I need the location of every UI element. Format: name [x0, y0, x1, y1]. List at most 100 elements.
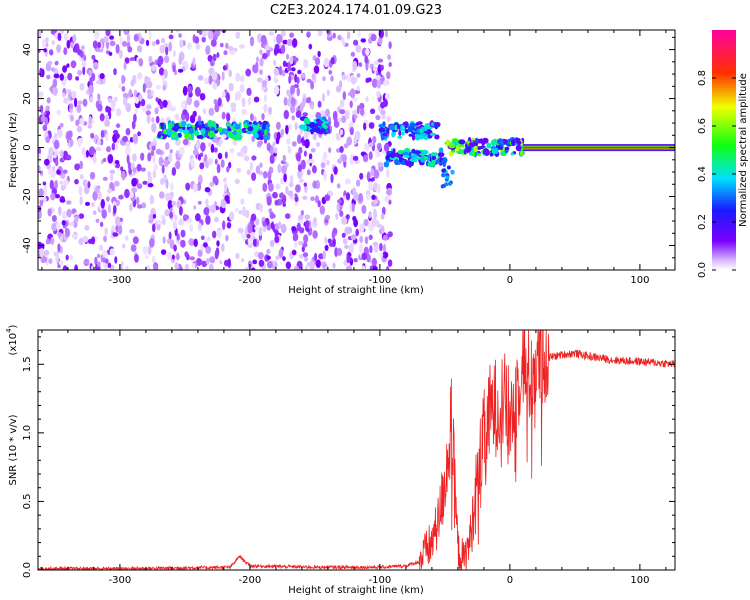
noise-speckle	[274, 43, 280, 52]
noise-speckle	[54, 132, 58, 139]
noise-speckle	[224, 195, 230, 202]
noise-speckle	[97, 191, 102, 201]
noise-speckle	[45, 238, 50, 245]
noise-speckle	[386, 115, 391, 123]
noise-speckle	[359, 243, 363, 253]
noise-speckle	[273, 85, 280, 96]
noise-speckle	[50, 236, 55, 245]
noise-speckle	[89, 146, 95, 156]
noise-speckle	[376, 142, 382, 151]
noise-speckle	[255, 218, 260, 226]
noise-speckle	[152, 41, 156, 47]
noise-speckle	[227, 258, 231, 268]
noise-speckle	[140, 98, 146, 107]
noise-speckle	[259, 57, 264, 67]
noise-speckle	[269, 211, 275, 219]
noise-speckle	[130, 244, 137, 253]
noise-speckle	[77, 100, 83, 105]
noise-speckle	[160, 249, 167, 255]
band-blob	[382, 121, 386, 127]
noise-speckle	[292, 38, 298, 48]
noise-speckle	[303, 182, 307, 187]
noise-speckle	[359, 223, 365, 233]
noise-speckle	[342, 91, 346, 101]
noise-speckle	[341, 154, 348, 163]
noise-speckle	[88, 84, 94, 95]
noise-speckle	[132, 153, 137, 162]
noise-speckle	[160, 103, 164, 110]
noise-speckle	[124, 235, 129, 241]
noise-speckle	[377, 37, 383, 45]
band-blob	[386, 127, 390, 135]
noise-speckle	[265, 44, 270, 51]
noise-speckle	[384, 30, 388, 38]
noise-speckle	[92, 40, 98, 49]
noise-speckle	[67, 72, 73, 81]
noise-speckle	[244, 267, 249, 270]
noise-speckle	[178, 33, 182, 38]
noise-speckle	[212, 230, 217, 239]
noise-speckle	[371, 217, 377, 228]
noise-speckle	[155, 148, 162, 155]
noise-speckle	[137, 131, 142, 137]
noise-speckle	[150, 90, 155, 96]
noise-speckle	[70, 114, 74, 122]
noise-speckle	[380, 101, 386, 109]
noise-speckle	[50, 67, 56, 72]
noise-speckle	[50, 168, 56, 179]
noise-speckle	[339, 210, 344, 217]
noise-speckle	[216, 52, 220, 58]
noise-speckle	[288, 75, 292, 84]
noise-speckle	[62, 169, 68, 174]
noise-speckle	[286, 98, 292, 107]
noise-speckle	[297, 134, 302, 145]
snr-ylabel: SNR (10 * v/v)	[8, 414, 19, 485]
noise-speckle	[373, 244, 379, 253]
noise-speckle	[298, 214, 304, 221]
noise-speckle	[348, 244, 354, 254]
noise-speckle	[208, 263, 214, 270]
noise-speckle	[92, 190, 98, 201]
noise-speckle	[326, 160, 330, 166]
noise-speckle	[126, 33, 131, 43]
noise-speckle	[176, 252, 180, 261]
noise-speckle	[270, 221, 275, 230]
noise-speckle	[226, 166, 230, 173]
noise-speckle	[302, 252, 309, 258]
noise-speckle	[258, 140, 263, 146]
band-blob	[429, 132, 436, 136]
noise-speckle	[287, 190, 294, 197]
noise-speckle	[167, 200, 173, 210]
band-blob	[401, 131, 405, 136]
noise-speckle	[74, 163, 80, 171]
noise-speckle	[309, 158, 315, 164]
noise-speckle	[361, 265, 366, 270]
noise-speckle	[209, 256, 216, 264]
noise-speckle	[180, 229, 186, 238]
noise-speckle	[251, 155, 257, 161]
noise-speckle	[82, 235, 89, 243]
snr-scale-label: (x104)	[5, 324, 19, 355]
noise-speckle	[237, 227, 244, 234]
noise-speckle	[60, 184, 67, 190]
band-blob	[450, 170, 455, 175]
noise-speckle	[102, 176, 108, 181]
noise-speckle	[104, 114, 110, 121]
noise-speckle	[54, 179, 58, 190]
noise-speckle	[204, 154, 208, 162]
noise-speckle	[203, 242, 208, 248]
noise-speckle	[212, 53, 217, 62]
noise-speckle	[356, 85, 360, 91]
noise-speckle	[280, 128, 285, 136]
noise-speckle	[360, 108, 365, 116]
noise-speckle	[253, 96, 260, 103]
noise-speckle	[205, 160, 209, 169]
noise-speckle	[289, 175, 294, 184]
noise-speckle	[159, 191, 165, 199]
noise-speckle	[77, 69, 83, 76]
noise-speckle	[222, 65, 227, 71]
noise-speckle	[282, 202, 286, 207]
noise-speckle	[280, 177, 284, 185]
noise-speckle	[65, 254, 69, 261]
noise-speckle	[291, 141, 297, 147]
